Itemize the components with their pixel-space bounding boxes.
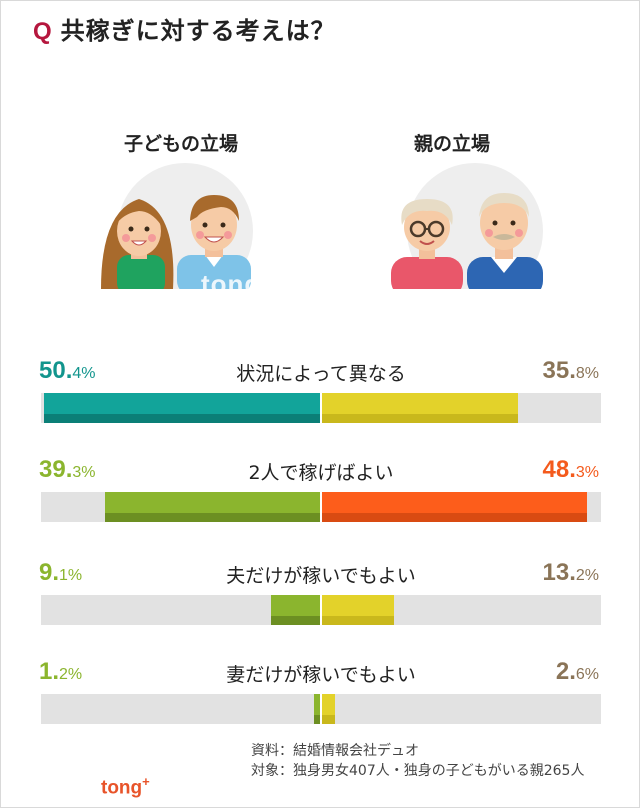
category-label: 夫だけが稼いでもよい [226,565,416,587]
center-divider [320,393,322,423]
bar-shade [321,414,518,423]
percent-number: 35. [542,357,576,384]
left-percent-label: 39.3% [39,456,96,484]
right-percent-label: 48.3% [543,456,600,484]
category-label: 2人で稼げばよい [248,462,394,484]
bar-children [314,694,321,724]
group-label-parents: 親の立場 [414,133,491,155]
right-percent-label: 13.2% [543,559,600,587]
brand-logo: tong+ [101,774,150,799]
brand-logo-text: tong [101,777,143,799]
bar-shade [321,513,587,522]
percent-decimal: 1% [59,567,83,584]
bar-children [271,595,321,625]
percent-decimal: 3% [72,464,96,481]
brand-logo-plus: + [142,774,150,789]
bar-shade [271,616,321,625]
bar-track [41,393,601,423]
bar-shade [321,616,394,625]
watermark-plus: + [261,270,272,288]
left-percent-label: 9.1% [39,559,82,587]
bar-track [41,595,601,625]
percent-number: 48. [542,456,576,483]
children-illustration [93,159,273,293]
bar-shade [44,414,321,423]
left-percent-label: 50.4% [39,357,96,385]
question-mark-label: Q [33,18,53,45]
percent-decimal: 2% [59,666,83,683]
left-percent-label: 1.2% [39,658,82,686]
percent-number: 50. [39,357,73,384]
percent-decimal: 4% [72,365,96,382]
bar-parents [321,694,335,724]
percent-number: 13. [542,559,576,586]
sample-line: 対象：独身男女407人・独身の子どもがいる親265人 [251,763,585,779]
bar-shade [314,715,321,724]
bar-shade [321,715,335,724]
percent-number: 39. [39,456,73,483]
percent-number: 2. [555,658,576,685]
percent-number: 9. [39,559,60,586]
percent-decimal: 6% [575,666,599,683]
center-divider [320,694,322,724]
watermark: tong+ [201,269,272,300]
source-line: 資料：結婚情報会社デュオ [251,743,419,759]
bar-children [44,393,321,423]
bar-children [105,492,321,522]
bar-shade [105,513,321,522]
percent-number: 1. [39,658,60,685]
page-title: Q 共稼ぎに対する考えは？ [33,11,336,46]
source-note: 資料：結婚情報会社デュオ 対象：独身男女407人・独身の子どもがいる親265人 [251,741,584,781]
title-text: 共稼ぎに対する考えは？ [60,17,336,45]
percent-decimal: 8% [575,365,599,382]
center-divider [320,595,322,625]
bar-track [41,492,601,522]
parents-illustration [383,159,563,293]
bar-parents [321,492,587,522]
group-label-children: 子どもの立場 [124,133,239,155]
category-label: 状況によって異なる [236,363,406,385]
watermark-text: tong [201,269,262,299]
right-percent-label: 35.8% [543,357,600,385]
percent-decimal: 2% [575,567,599,584]
bar-parents [321,393,518,423]
bar-track [41,694,601,724]
category-label: 妻だけが稼いでもよい [226,664,416,686]
bar-parents [321,595,394,625]
center-divider [320,492,322,522]
percent-decimal: 3% [575,464,599,481]
right-percent-label: 2.6% [556,658,599,686]
